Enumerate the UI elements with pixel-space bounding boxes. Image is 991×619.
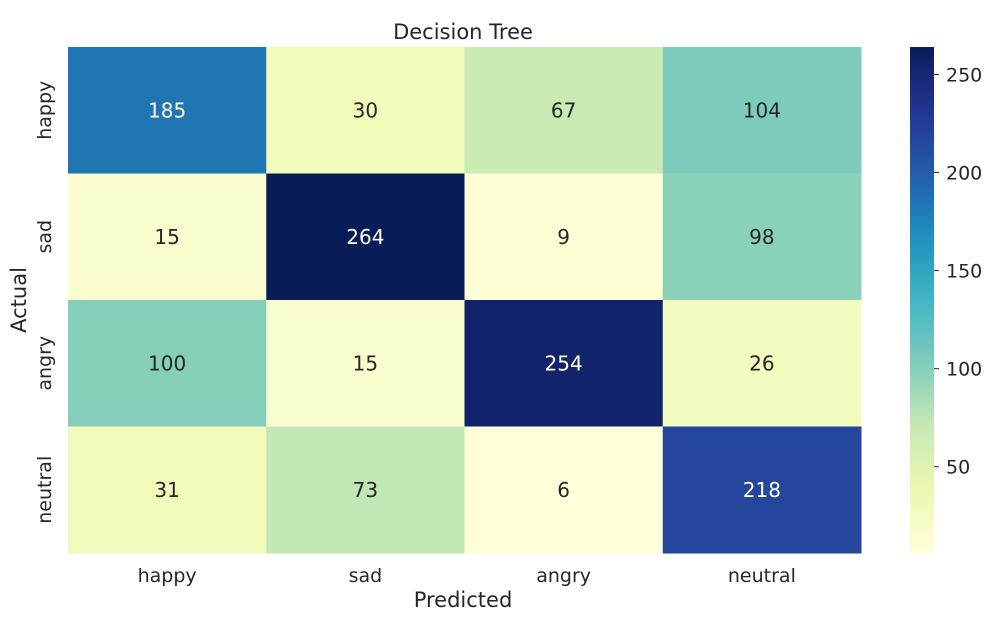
- colorbar-tick-label: 200: [946, 163, 982, 185]
- heatmap-cell: [464, 300, 664, 427]
- heatmap-cell: [266, 47, 465, 174]
- x-axis-label: Predicted: [414, 588, 513, 612]
- chart-title: Decision Tree: [393, 20, 533, 44]
- colorbar: 50 100 150 200 250: [910, 47, 982, 553]
- cell-value-label: 30: [353, 98, 378, 122]
- y-tick-label: angry: [34, 336, 56, 391]
- x-axis-tick-labels: happy sad angry neutral: [138, 565, 796, 587]
- heatmap-cells: [68, 47, 862, 554]
- heatmap-cell-labels: 185 30 67 104 15 264 9 98 100 15 254 26 31 73 6 218: [148, 98, 781, 502]
- heatmap-cell: [662, 173, 862, 301]
- colorbar-tick-label: 100: [946, 359, 982, 381]
- y-axis-tick-labels: happy sad angry neutral: [34, 81, 56, 524]
- y-tick-label: happy: [34, 81, 56, 140]
- heatmap-cell: [662, 47, 862, 174]
- cell-value-label: 104: [743, 98, 781, 122]
- x-tick-label: neutral: [728, 565, 796, 587]
- cell-value-label: 15: [154, 225, 179, 249]
- heatmap-cell: [68, 300, 267, 427]
- heatmap-cell: [464, 426, 664, 554]
- heatmap-cell: [266, 173, 465, 301]
- heatmap-cell: [266, 300, 465, 427]
- x-tick-label: angry: [536, 565, 591, 587]
- colorbar-tick-label: 50: [946, 457, 970, 479]
- cell-value-label: 9: [557, 225, 570, 249]
- heatmap-cell: [464, 47, 664, 174]
- heatmap-cell: [662, 300, 862, 427]
- cell-value-label: 15: [353, 351, 378, 375]
- heatmap-cell: [266, 426, 465, 554]
- cell-value-label: 264: [346, 225, 384, 249]
- x-tick-label: happy: [138, 565, 197, 587]
- heatmap-cell: [662, 426, 862, 554]
- heatmap-cell: [464, 173, 664, 301]
- cell-value-label: 218: [743, 478, 781, 502]
- colorbar-ticks: 50 100 150 200 250: [934, 64, 982, 479]
- y-axis-label: Actual: [7, 267, 31, 333]
- x-tick-label: sad: [349, 565, 383, 587]
- cell-value-label: 254: [545, 351, 583, 375]
- cell-value-label: 73: [353, 478, 378, 502]
- cell-value-label: 100: [148, 351, 186, 375]
- heatmap-cell: [68, 426, 267, 554]
- colorbar-gradient: [910, 47, 934, 553]
- cell-value-label: 67: [551, 98, 576, 122]
- y-tick-label: sad: [34, 220, 56, 254]
- cell-value-label: 185: [148, 98, 186, 122]
- heatmap-cell: [68, 173, 267, 301]
- cell-value-label: 26: [749, 351, 774, 375]
- cell-value-label: 31: [154, 478, 179, 502]
- cell-value-label: 6: [557, 478, 570, 502]
- cell-value-label: 98: [749, 225, 774, 249]
- colorbar-tick-label: 250: [946, 64, 982, 86]
- heatmap-cell: [68, 47, 267, 174]
- y-tick-label: neutral: [34, 456, 56, 524]
- colorbar-tick-label: 150: [946, 261, 982, 283]
